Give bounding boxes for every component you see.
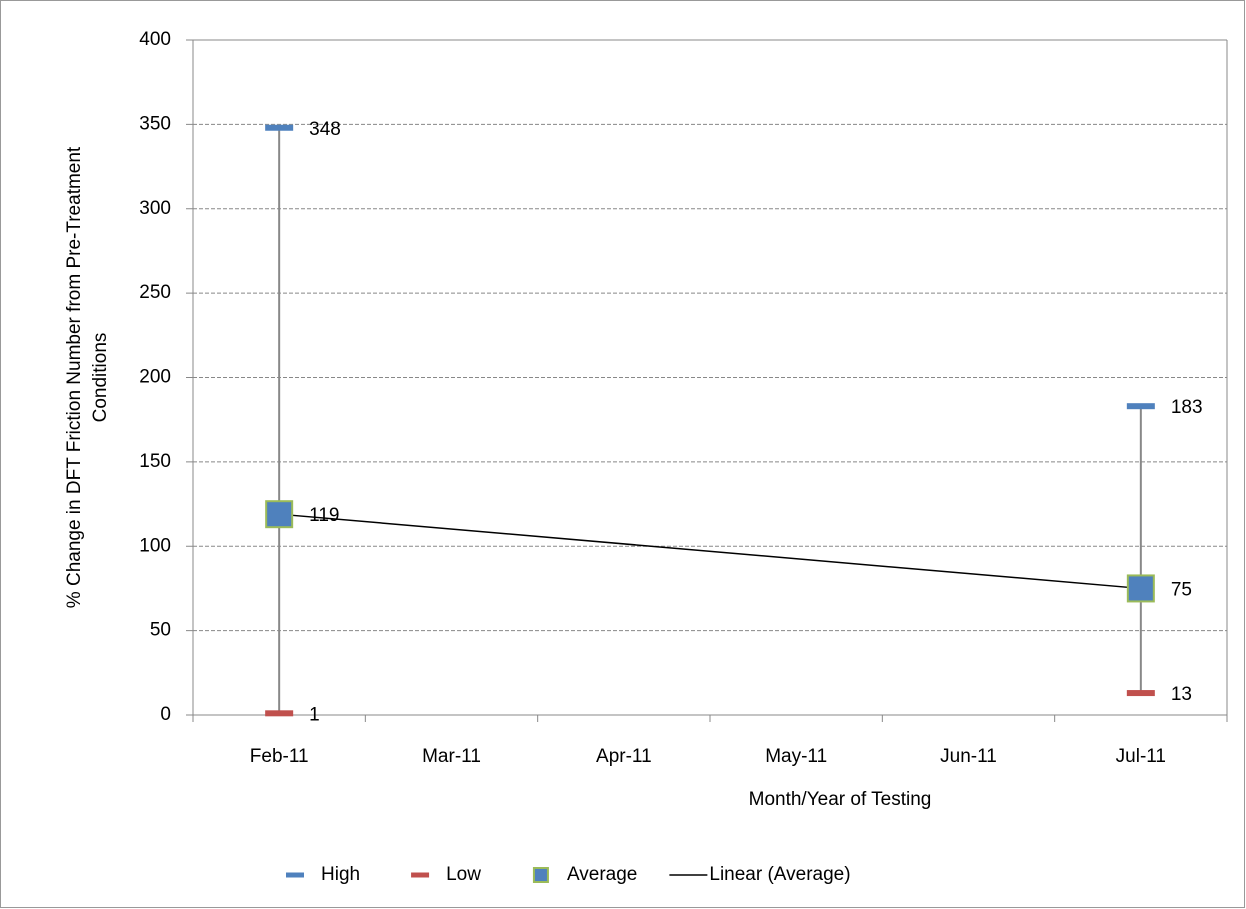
legend-swatch xyxy=(411,872,430,878)
y-tick-label: 300 xyxy=(139,198,171,219)
legend-label: Low xyxy=(446,864,481,885)
data-label: 1 xyxy=(309,704,320,725)
y-tick-label: 0 xyxy=(160,704,171,725)
y-axis-title: % Change in DFT Friction Number from Pre… xyxy=(64,146,111,608)
y-tick-label: 50 xyxy=(150,620,171,641)
x-tick-label: Mar-11 xyxy=(422,746,481,767)
data-label: 13 xyxy=(1171,684,1192,705)
x-tick-label: Jun-11 xyxy=(940,746,997,767)
average-marker xyxy=(265,500,294,529)
y-tick-label: 400 xyxy=(139,29,171,50)
legend-label: High xyxy=(321,864,360,885)
dash-marker xyxy=(1126,403,1155,410)
data-label: 183 xyxy=(1171,397,1203,418)
data-label: 119 xyxy=(309,505,339,526)
dash-marker xyxy=(265,124,294,131)
legend-label: Linear (Average) xyxy=(709,864,850,885)
y-tick-label: 250 xyxy=(139,282,171,303)
data-label: 75 xyxy=(1171,579,1192,600)
legend-swatch xyxy=(286,872,304,878)
legend-swatch xyxy=(532,867,549,883)
data-label: 348 xyxy=(309,119,341,140)
y-tick-label: 150 xyxy=(139,451,171,472)
average-marker xyxy=(1126,574,1155,603)
x-tick-label: Jul-11 xyxy=(1116,746,1166,767)
x-tick-label: May-11 xyxy=(765,746,827,767)
legend-label: Average xyxy=(567,864,637,885)
dash-marker xyxy=(1126,690,1155,697)
y-tick-label: 350 xyxy=(139,113,171,134)
dash-marker xyxy=(265,710,294,717)
x-tick-label: Apr-11 xyxy=(596,746,652,767)
trendline xyxy=(279,513,1141,590)
x-axis-title: Month/Year of Testing xyxy=(749,789,932,810)
y-tick-label: 200 xyxy=(139,367,171,388)
y-tick-label: 100 xyxy=(139,535,171,556)
x-tick-label: Feb-11 xyxy=(250,746,309,767)
